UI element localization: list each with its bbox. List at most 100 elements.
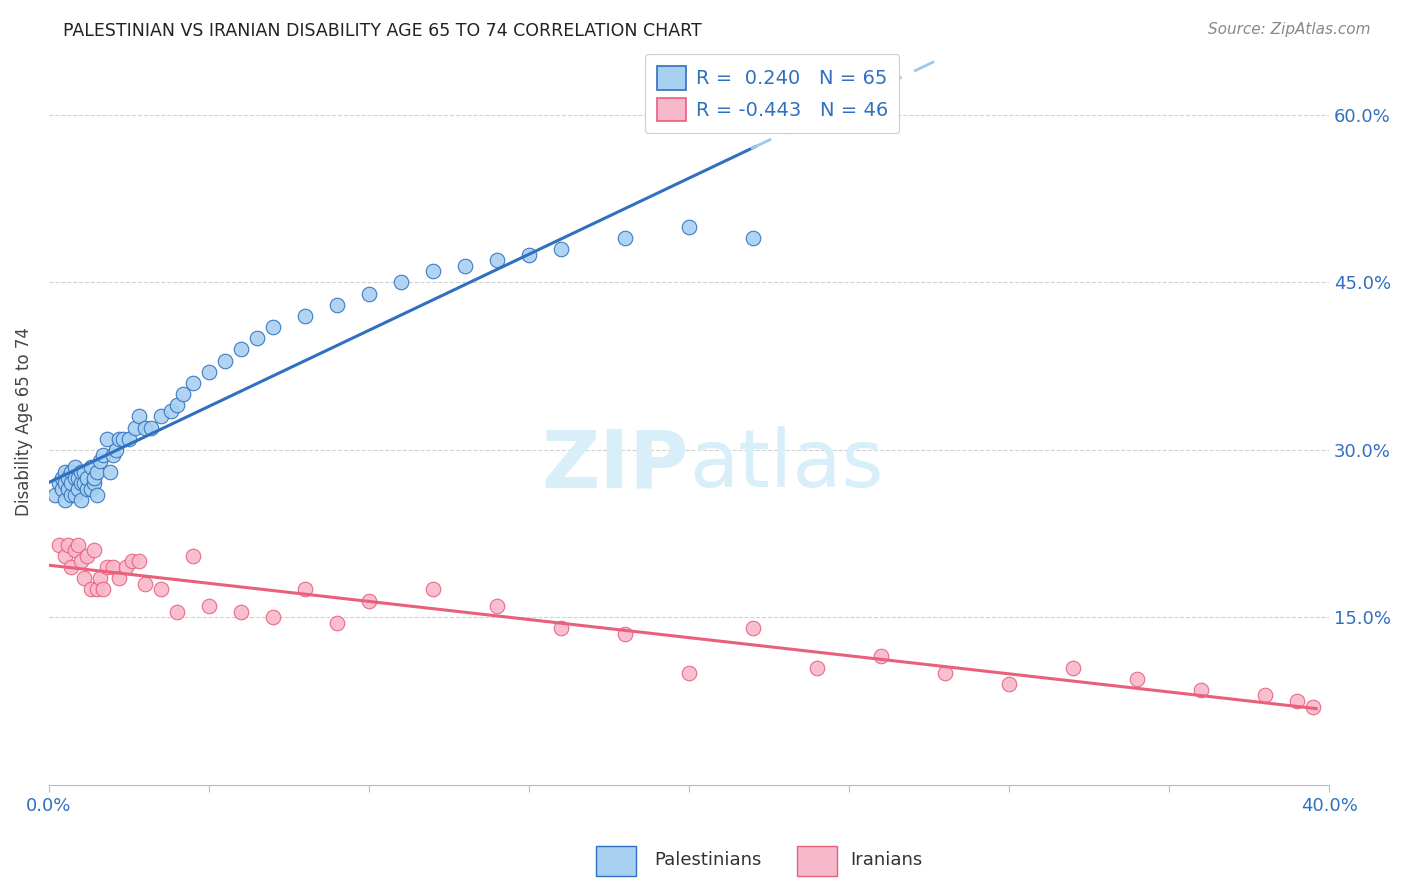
Point: [134, 577, 156, 591]
Text: PALESTINIAN VS IRANIAN DISABILITY AGE 65 TO 74 CORRELATION CHART: PALESTINIAN VS IRANIAN DISABILITY AGE 65…: [63, 22, 702, 40]
Point: [63, 487, 86, 501]
Y-axis label: Disability Age 65 to 74: Disability Age 65 to 74: [15, 327, 32, 516]
Point: [485, 599, 508, 614]
Point: [56, 471, 79, 485]
Point: [96, 432, 118, 446]
Point: [89, 454, 111, 468]
Point: [86, 465, 108, 479]
Point: [1302, 699, 1324, 714]
Point: [128, 409, 150, 424]
Point: [614, 627, 637, 641]
Point: [678, 666, 700, 681]
Point: [166, 398, 188, 412]
Point: [181, 549, 204, 563]
Point: [550, 622, 572, 636]
Point: [51, 471, 73, 485]
Point: [550, 242, 572, 256]
Point: [229, 605, 252, 619]
Point: [105, 442, 128, 457]
Point: [172, 387, 194, 401]
Point: [357, 286, 380, 301]
Point: [124, 420, 146, 434]
Point: [111, 432, 134, 446]
Point: [56, 482, 79, 496]
Point: [678, 219, 700, 234]
Point: [96, 560, 118, 574]
Point: [1285, 694, 1308, 708]
Point: [517, 247, 540, 261]
Text: Palestinians: Palestinians: [654, 851, 761, 869]
Point: [70, 554, 93, 568]
Text: ZIP: ZIP: [541, 426, 689, 505]
Point: [48, 476, 70, 491]
Point: [326, 615, 349, 630]
Point: [1189, 682, 1212, 697]
Text: atlas: atlas: [689, 426, 883, 505]
Point: [326, 298, 349, 312]
Point: [806, 660, 828, 674]
Point: [48, 538, 70, 552]
Point: [357, 593, 380, 607]
Point: [149, 409, 172, 424]
Point: [101, 560, 124, 574]
Point: [389, 276, 412, 290]
Point: [262, 610, 284, 624]
Point: [86, 582, 108, 597]
Point: [294, 582, 316, 597]
Point: [870, 649, 893, 664]
Point: [998, 677, 1021, 691]
Point: [742, 622, 765, 636]
Point: [56, 538, 79, 552]
Point: [66, 482, 89, 496]
Point: [73, 476, 96, 491]
Point: [60, 487, 83, 501]
Text: Source: ZipAtlas.com: Source: ZipAtlas.com: [1208, 22, 1371, 37]
Point: [229, 343, 252, 357]
Point: [44, 487, 66, 501]
Point: [76, 471, 98, 485]
Point: [181, 376, 204, 390]
Point: [1254, 689, 1277, 703]
Point: [934, 666, 956, 681]
Point: [108, 571, 131, 585]
Point: [246, 331, 269, 345]
Point: [86, 487, 108, 501]
Point: [79, 482, 101, 496]
Point: [93, 582, 115, 597]
Point: [98, 465, 121, 479]
Point: [73, 571, 96, 585]
Point: [93, 449, 115, 463]
Point: [83, 543, 105, 558]
Point: [53, 465, 76, 479]
Point: [454, 259, 477, 273]
Point: [60, 476, 83, 491]
Point: [198, 365, 221, 379]
Point: [742, 231, 765, 245]
Point: [118, 432, 141, 446]
Point: [76, 482, 98, 496]
Point: [1126, 672, 1149, 686]
Point: [83, 476, 105, 491]
Point: [89, 571, 111, 585]
Point: [294, 309, 316, 323]
Point: [63, 471, 86, 485]
Point: [166, 605, 188, 619]
Text: Iranians: Iranians: [851, 851, 922, 869]
Point: [70, 493, 93, 508]
Point: [66, 538, 89, 552]
Point: [51, 482, 73, 496]
Point: [422, 582, 444, 597]
Point: [73, 465, 96, 479]
Point: [614, 231, 637, 245]
Point: [149, 582, 172, 597]
Point: [134, 420, 156, 434]
Point: [422, 264, 444, 278]
Point: [101, 449, 124, 463]
Point: [70, 465, 93, 479]
Point: [60, 560, 83, 574]
Point: [485, 253, 508, 268]
Point: [121, 554, 143, 568]
Point: [63, 459, 86, 474]
Legend: R =  0.240   N = 65, R = -0.443   N = 46: R = 0.240 N = 65, R = -0.443 N = 46: [645, 54, 900, 133]
Point: [108, 432, 131, 446]
